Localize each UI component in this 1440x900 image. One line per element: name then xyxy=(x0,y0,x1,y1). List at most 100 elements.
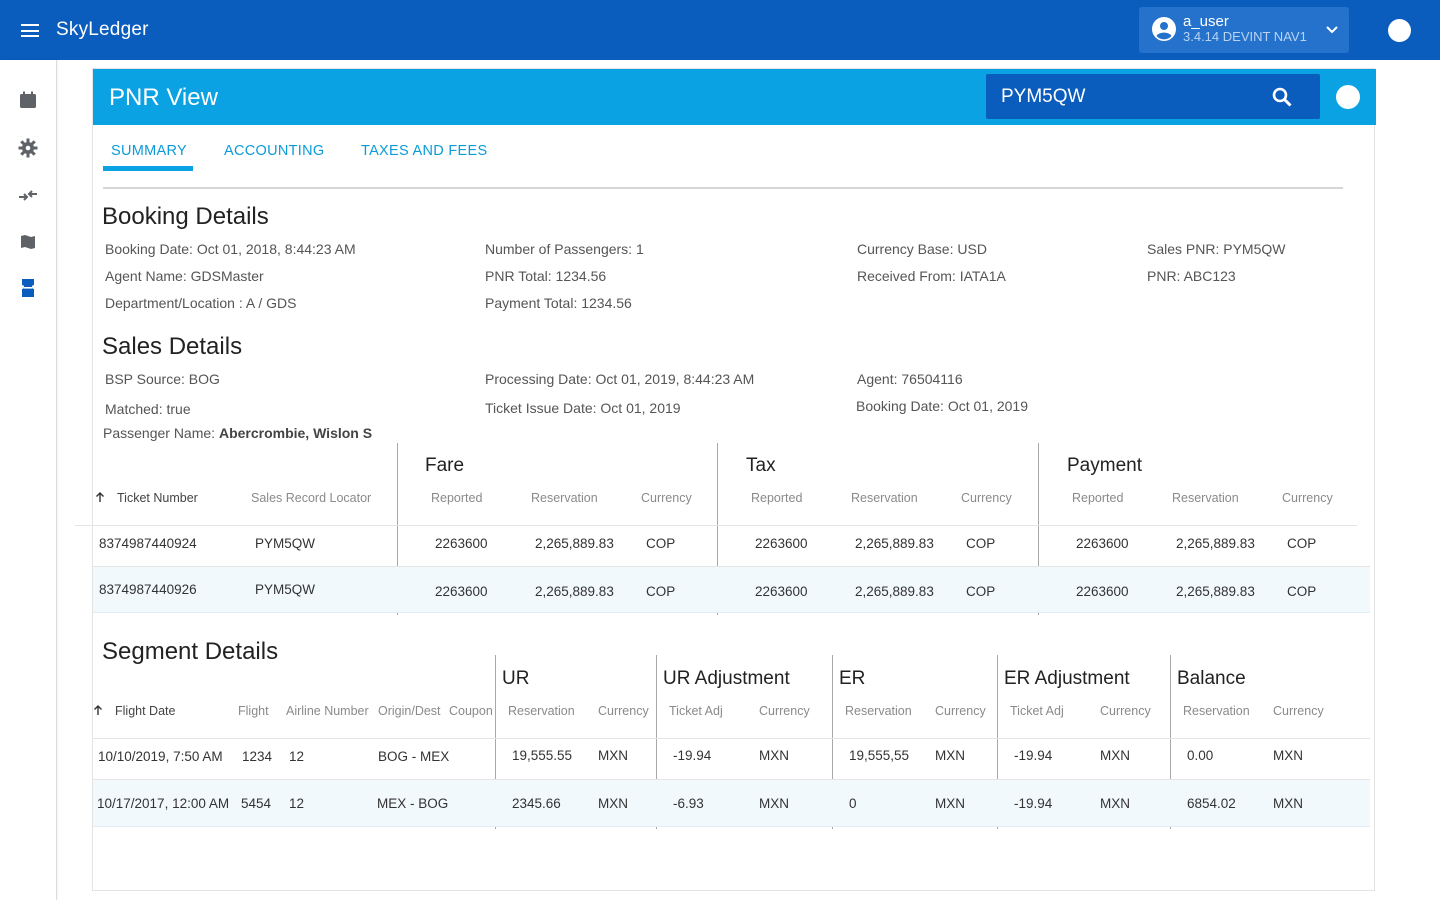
card-header: PNR View xyxy=(93,69,1376,125)
tax-reported-cell: 2263600 xyxy=(755,536,808,551)
fare-reservation-cell: 2,265,889.83 xyxy=(535,536,614,551)
balance-reservation-cell: 6854.02 xyxy=(1187,796,1236,811)
card-action-dot[interactable] xyxy=(1336,85,1360,109)
gear-icon[interactable] xyxy=(18,138,38,158)
booking-details-title: Booking Details xyxy=(102,203,269,230)
ur-currency-cell: MXN xyxy=(598,796,628,811)
origin-dest-cell: MEX - BOG xyxy=(377,796,449,811)
booking-date: Booking Date: Oct 01, 2018, 8:44:23 AM xyxy=(105,241,356,257)
segment-details-title: Segment Details xyxy=(102,638,279,665)
balance-reservation-header[interactable]: Reservation xyxy=(1183,704,1250,718)
hamburger-icon[interactable] xyxy=(21,24,39,37)
tab-taxes-and-fees[interactable]: TAXES AND FEES xyxy=(361,143,488,159)
active-tab-indicator xyxy=(103,166,193,171)
sales-record-locator-header[interactable]: Sales Record Locator xyxy=(251,491,372,505)
tax-currency-cell: COP xyxy=(966,584,996,599)
fare-reported-cell: 2263600 xyxy=(435,536,488,551)
sort-arrow-icon[interactable] xyxy=(93,705,103,716)
ur-ticket-adj-header[interactable]: Ticket Adj xyxy=(669,704,723,718)
payment-reservation-header[interactable]: Reservation xyxy=(1172,491,1239,505)
fare-currency-cell: COP xyxy=(646,584,676,599)
page-title: PNR View xyxy=(109,84,218,111)
balance-currency-header[interactable]: Currency xyxy=(1273,704,1324,718)
tab-accounting[interactable]: ACCOUNTING xyxy=(224,143,325,159)
table-row[interactable]: 8374987440926 PYM5QW 2263600 2,265,889.8… xyxy=(93,567,1370,613)
payment-currency-cell: COP xyxy=(1287,584,1317,599)
account-circle-icon xyxy=(1152,17,1176,41)
er-adj-currency-cell: MXN xyxy=(1100,796,1130,811)
payment-reported-cell: 2263600 xyxy=(1076,584,1129,599)
bsp-source: BSP Source: BOG xyxy=(105,371,220,387)
ticket-number-header[interactable]: Ticket Number xyxy=(117,491,198,505)
tax-reservation-header[interactable]: Reservation xyxy=(851,491,918,505)
column-divider xyxy=(832,655,833,829)
origin-dest-header[interactable]: Origin/Dest xyxy=(378,704,441,718)
compare-arrows-icon[interactable] xyxy=(18,186,38,206)
fare-group-header: Fare xyxy=(425,455,465,476)
tax-reservation-cell: 2,265,889.83 xyxy=(855,536,934,551)
map-icon[interactable] xyxy=(18,232,38,252)
balance-currency-cell: MXN xyxy=(1273,796,1303,811)
er-ticket-adj-cell: -19.94 xyxy=(1014,748,1053,763)
airline-number-header[interactable]: Airline Number xyxy=(286,704,369,718)
passenger-name: Passenger Name: Abercrombie, Wislon S xyxy=(103,425,372,441)
calendar-icon[interactable] xyxy=(18,90,38,110)
er-currency-header[interactable]: Currency xyxy=(935,704,986,718)
fare-currency-header[interactable]: Currency xyxy=(641,491,692,505)
origin-dest-cell: BOG - MEX xyxy=(378,749,450,764)
user-menu[interactable]: a_user 3.4.14 DEVINT NAV1 xyxy=(1139,7,1349,53)
locator-cell: PYM5QW xyxy=(255,582,316,597)
balance-currency-cell: MXN xyxy=(1273,748,1303,763)
column-divider xyxy=(1038,443,1039,615)
tax-group-header: Tax xyxy=(746,455,776,476)
ur-reservation-header[interactable]: Reservation xyxy=(508,704,575,718)
er-adj-currency-header[interactable]: Currency xyxy=(1100,704,1151,718)
tax-reported-cell: 2263600 xyxy=(755,584,808,599)
received-from: Received From: IATA1A xyxy=(857,268,1006,284)
flight-header[interactable]: Flight xyxy=(238,704,269,718)
ur-adj-currency-header[interactable]: Currency xyxy=(759,704,810,718)
passenger-name-value: Abercrombie, Wislon S xyxy=(218,425,373,441)
column-divider xyxy=(997,655,998,829)
row-divider xyxy=(93,566,1370,567)
notification-dot[interactable] xyxy=(1388,19,1411,42)
search-icon[interactable] xyxy=(1271,86,1293,108)
column-divider xyxy=(717,443,718,615)
ticket-number-cell: 8374987440926 xyxy=(99,582,197,597)
payment-currency-header[interactable]: Currency xyxy=(1282,491,1333,505)
sales-pnr: Sales PNR: PYM5QW xyxy=(1147,241,1286,257)
department-location: Department/Location : A / GDS xyxy=(105,295,297,311)
airline-number-cell: 12 xyxy=(289,749,305,764)
ticket-icon[interactable] xyxy=(18,278,38,298)
fare-reservation-header[interactable]: Reservation xyxy=(531,491,598,505)
er-adj-currency-cell: MXN xyxy=(1100,748,1130,763)
fare-reported-header[interactable]: Reported xyxy=(431,491,483,505)
tab-summary[interactable]: SUMMARY xyxy=(111,143,187,159)
flight-date-header[interactable]: Flight Date xyxy=(115,704,176,718)
tax-currency-header[interactable]: Currency xyxy=(961,491,1012,505)
pnr-search-input[interactable] xyxy=(986,74,1266,119)
header-divider xyxy=(75,525,1357,526)
payment-reported-header[interactable]: Reported xyxy=(1072,491,1124,505)
app-title: SkyLedger xyxy=(56,19,149,40)
chevron-down-icon[interactable] xyxy=(1326,25,1338,35)
payment-currency-cell: COP xyxy=(1287,536,1317,551)
currency-base: Currency Base: USD xyxy=(857,241,987,257)
number-of-passengers: Number of Passengers: 1 xyxy=(485,241,644,257)
table-row[interactable]: 10/17/2017, 12:00 AM 5454 12 MEX - BOG 2… xyxy=(93,780,1370,827)
sort-arrow-icon[interactable] xyxy=(95,492,105,503)
er-reservation-cell: 19,555,55 xyxy=(849,748,910,763)
tax-reported-header[interactable]: Reported xyxy=(751,491,803,505)
coupon-header[interactable]: Coupon xyxy=(449,704,493,718)
ur-currency-header[interactable]: Currency xyxy=(598,704,649,718)
flight-cell: 5454 xyxy=(241,796,272,811)
app-version: 3.4.14 DEVINT NAV1 xyxy=(1183,29,1307,44)
er-reservation-header[interactable]: Reservation xyxy=(845,704,912,718)
er-ticket-adj-header[interactable]: Ticket Adj xyxy=(1010,704,1064,718)
tax-currency-cell: COP xyxy=(966,536,996,551)
column-divider xyxy=(397,443,398,615)
ur-currency-cell: MXN xyxy=(598,748,628,763)
er-currency-cell: MXN xyxy=(935,796,965,811)
sidebar xyxy=(0,60,57,900)
fare-reported-cell: 2263600 xyxy=(435,584,488,599)
